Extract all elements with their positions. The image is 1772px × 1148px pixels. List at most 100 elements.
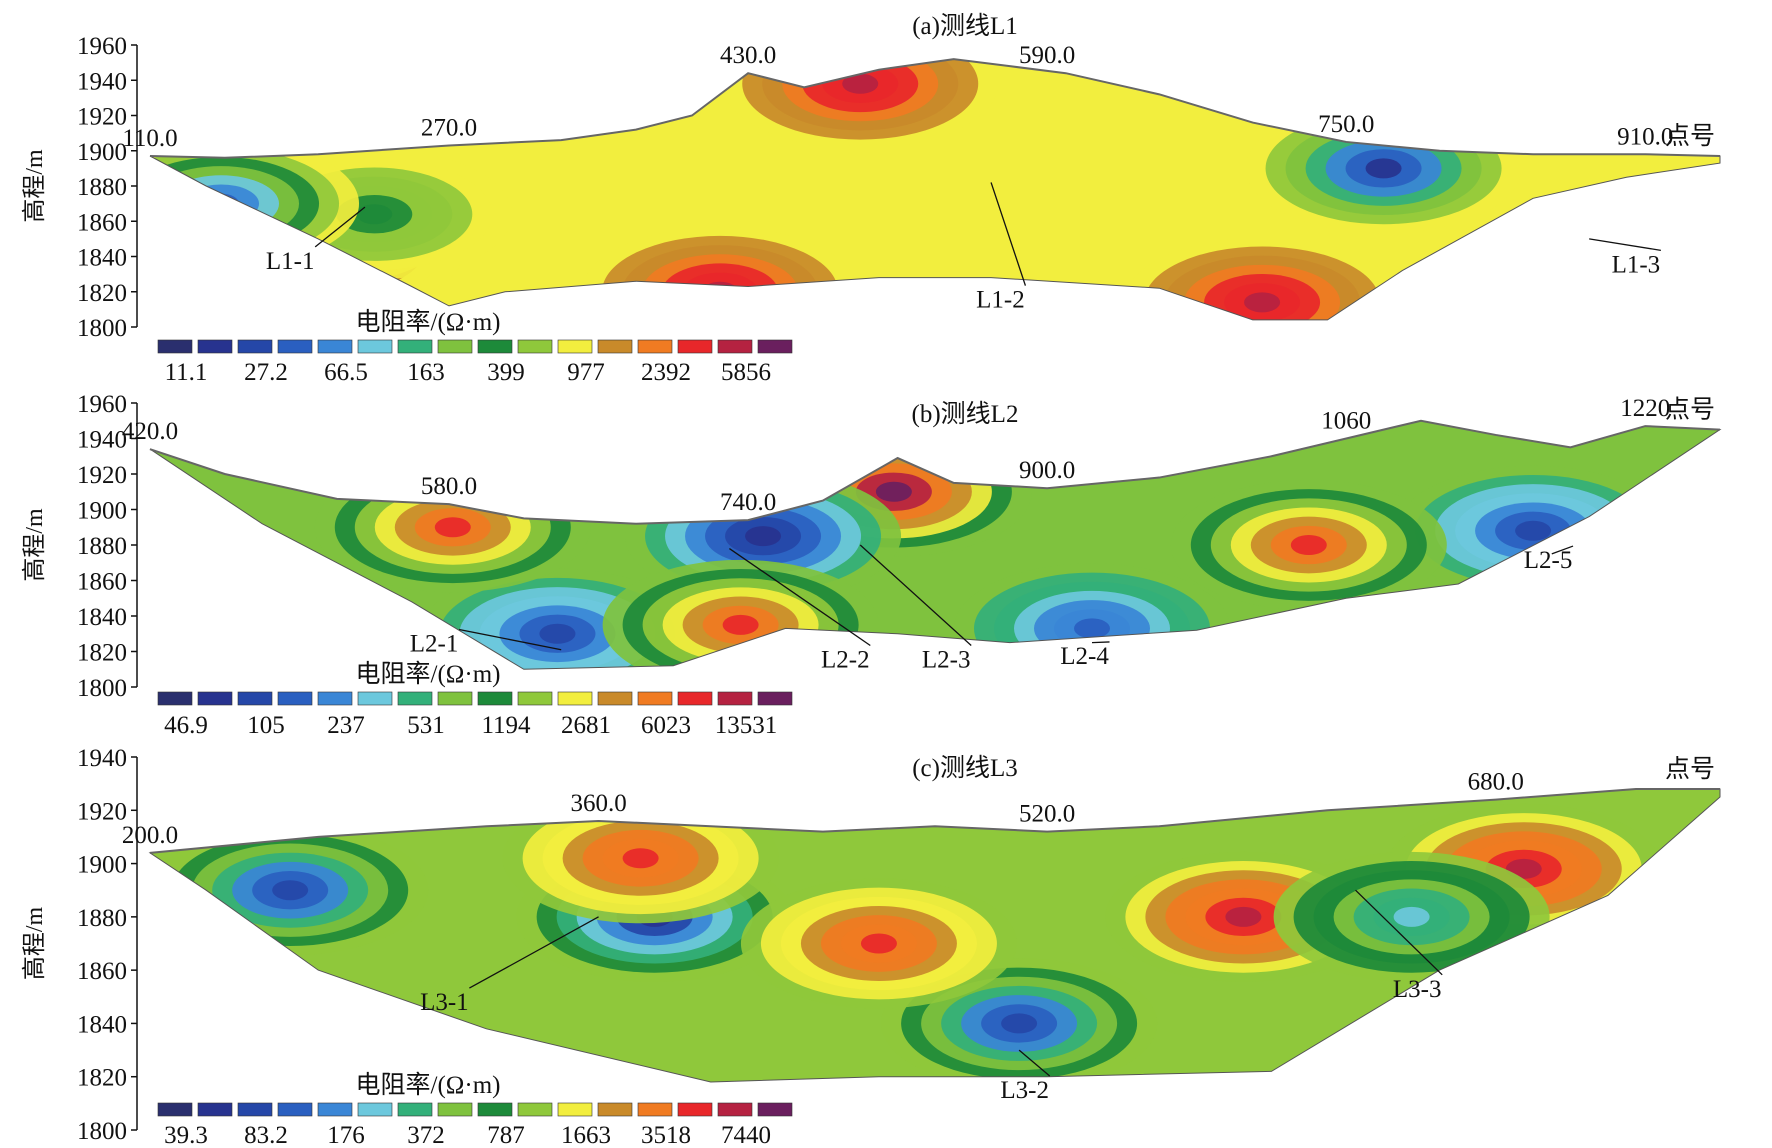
legend-swatch — [597, 691, 633, 706]
legend-swatch — [557, 339, 593, 354]
legend-swatch — [677, 691, 713, 706]
y-tick-label: 1840 — [77, 1011, 127, 1038]
station-label: 200.0 — [122, 822, 178, 849]
anomaly-contours — [582, 226, 859, 320]
legend-value: 13531 — [715, 712, 778, 739]
leader-line — [458, 628, 562, 651]
anomaly-annotation: L2-3 — [859, 544, 972, 673]
leader-line — [1091, 641, 1110, 644]
annotation-label: L1-1 — [266, 248, 315, 275]
legend-swatch — [597, 339, 633, 354]
anomaly-contours — [152, 825, 429, 956]
legend-swatch — [317, 339, 353, 354]
station-label: 750.0 — [1318, 111, 1374, 138]
legend-swatch — [517, 1102, 553, 1117]
legend-value: 399 — [487, 359, 525, 386]
y-axis-label: 高程/m — [21, 907, 48, 981]
leader-line — [990, 182, 1027, 286]
legend-value: 66.5 — [324, 359, 368, 386]
y-tick-label: 1860 — [77, 209, 127, 236]
y-tick-label: 1800 — [77, 315, 127, 342]
station-label: 900.0 — [1019, 457, 1075, 484]
legend-swatch — [277, 1102, 313, 1117]
legend-swatch — [397, 1102, 433, 1117]
legend-swatch — [717, 1102, 753, 1117]
anomaly-annotation: L3-2 — [1000, 1049, 1051, 1104]
legend-swatch — [637, 339, 673, 354]
station-label: 420.0 — [122, 418, 178, 445]
y-tick-label: 1800 — [77, 1118, 127, 1145]
station-label: 270.0 — [421, 114, 477, 141]
y-tick-label: 1900 — [77, 139, 127, 166]
anomaly-annotation: L2-2 — [729, 548, 871, 673]
anomaly-contours — [502, 793, 779, 924]
legend-swatch — [197, 1102, 233, 1117]
color-legend: 电阻率/(Ω·m) 39.3 83.2 176 372 787 1663 3518 7440 — [157, 1071, 793, 1148]
y-tick-label: 1940 — [77, 427, 127, 454]
legend-value: 39.3 — [164, 1122, 208, 1148]
legend-value: 977 — [567, 359, 605, 386]
legend-swatch — [157, 339, 193, 354]
y-tick-label: 1920 — [77, 462, 127, 489]
station-axis-label: 点号 — [1665, 755, 1715, 783]
legend-value: 11.1 — [165, 359, 208, 386]
legend-value: 1194 — [481, 712, 531, 739]
legend-title: 电阻率/(Ω·m) — [356, 1071, 501, 1099]
legend-swatch — [397, 339, 433, 354]
y-axis: 1960 1940 1920 1900 1880 1860 1840 1820 1800 — [77, 33, 138, 342]
legend-swatch — [357, 339, 393, 354]
station-label: 520.0 — [1019, 801, 1075, 828]
station-label: 110.0 — [122, 125, 177, 152]
legend-value: 176 — [327, 1122, 365, 1148]
legend-swatch — [317, 1102, 353, 1117]
station-label: 680.0 — [1468, 769, 1524, 796]
legend-value: 163 — [407, 359, 445, 386]
station-label: 590.0 — [1019, 42, 1075, 69]
legend-value: 7440 — [721, 1122, 771, 1148]
y-tick-label: 1820 — [77, 1065, 127, 1092]
station-label: 430.0 — [720, 42, 776, 69]
annotation-label: L2-2 — [821, 646, 870, 673]
y-tick-label: 1900 — [77, 498, 127, 525]
legend-swatch — [757, 691, 793, 706]
legend-swatch — [277, 691, 313, 706]
legend-value: 46.9 — [164, 712, 208, 739]
legend-value: 27.2 — [244, 359, 288, 386]
legend-value: 6023 — [641, 712, 691, 739]
legend-swatch — [437, 691, 473, 706]
legend-swatch — [437, 1102, 473, 1117]
anomaly-contours — [954, 563, 1230, 670]
leader-line — [314, 206, 366, 248]
legend-value: 787 — [487, 1122, 525, 1148]
legend-swatch — [637, 691, 673, 706]
legend-swatch — [717, 691, 753, 706]
y-tick-label: 1960 — [77, 391, 127, 418]
legend-swatch — [677, 1102, 713, 1117]
legend-swatch — [477, 691, 513, 706]
legend-swatch — [677, 339, 713, 354]
annotation-label: L2-3 — [922, 646, 971, 673]
anomaly-annotation: L2-4 — [1060, 641, 1110, 670]
leader-line — [1551, 545, 1574, 555]
legend-swatch — [557, 1102, 593, 1117]
y-tick-label: 1880 — [77, 533, 127, 560]
y-tick-label: 1800 — [77, 675, 127, 702]
anomaly-contours — [1170, 480, 1447, 610]
y-tick-label: 1860 — [77, 958, 127, 985]
legend-title: 电阻率/(Ω·m) — [356, 660, 501, 688]
legend-swatch — [157, 1102, 193, 1117]
y-tick-label: 1940 — [77, 68, 127, 95]
anomaly-contours — [1124, 237, 1401, 320]
resistivity-section — [150, 789, 1720, 1082]
panel-1: 1960 1940 1920 1900 1880 1860 1840 1820 1800 高程/m… — [21, 12, 1721, 386]
legend-value: 105 — [247, 712, 285, 739]
y-axis-label: 高程/m — [21, 508, 48, 582]
legend-title: 电阻率/(Ω·m) — [356, 308, 501, 336]
panel-title: (c)测线L3 — [912, 754, 1018, 782]
annotation-label: L2-1 — [410, 631, 459, 658]
station-label: 910.0 — [1617, 123, 1673, 150]
annotation-label: L1-2 — [976, 287, 1025, 314]
legend-swatch — [717, 339, 753, 354]
leader-line — [859, 544, 972, 646]
y-tick-label: 1820 — [77, 640, 127, 667]
